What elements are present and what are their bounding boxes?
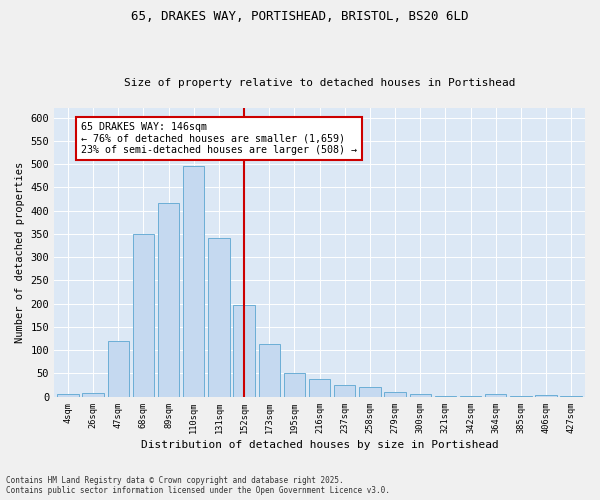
Bar [158,203,179,396]
Bar [208,238,230,396]
Text: 65 DRAKES WAY: 146sqm
← 76% of detached houses are smaller (1,659)
23% of semi-d: 65 DRAKES WAY: 146sqm ← 76% of detached … [80,122,356,156]
Bar [259,344,280,396]
Bar [485,394,506,396]
Bar [334,385,355,396]
Bar [359,388,380,396]
Bar [133,234,154,396]
Bar [58,394,79,396]
Bar [82,393,104,396]
Y-axis label: Number of detached properties: Number of detached properties [15,162,25,343]
Text: 65, DRAKES WAY, PORTISHEAD, BRISTOL, BS20 6LD: 65, DRAKES WAY, PORTISHEAD, BRISTOL, BS2… [131,10,469,23]
Bar [107,341,129,396]
Bar [183,166,205,396]
Title: Size of property relative to detached houses in Portishead: Size of property relative to detached ho… [124,78,515,88]
Bar [410,394,431,396]
Bar [309,379,330,396]
X-axis label: Distribution of detached houses by size in Portishead: Distribution of detached houses by size … [141,440,499,450]
Bar [385,392,406,396]
Bar [284,374,305,396]
Bar [233,305,255,396]
Text: Contains HM Land Registry data © Crown copyright and database right 2025.
Contai: Contains HM Land Registry data © Crown c… [6,476,390,495]
